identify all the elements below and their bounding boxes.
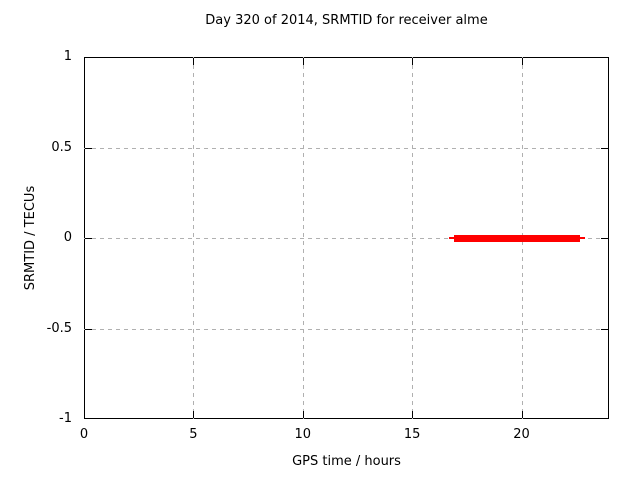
y-gridline: [84, 328, 609, 330]
y-tick-label: 0.5: [51, 139, 72, 155]
x-tick-top: [302, 58, 304, 65]
x-axis-label: GPS time / hours: [292, 454, 401, 469]
y-gridline: [84, 238, 609, 239]
y-tick-label: 1: [63, 49, 72, 64]
y-tick-left: [85, 238, 92, 239]
y-tick-right: [601, 238, 608, 239]
y-tick-left: [85, 147, 92, 149]
x-tick-top: [521, 58, 523, 65]
x-tick-label: 5: [189, 427, 198, 442]
y-tick-left: [85, 328, 92, 330]
x-tick-bottom: [193, 411, 195, 418]
x-tick-bottom: [412, 411, 414, 418]
y-tick-right: [601, 328, 608, 330]
y-tick-label: -0.5: [46, 320, 72, 336]
x-tick-label: 20: [513, 427, 530, 442]
series-line: [454, 234, 580, 242]
x-tick-label: 0: [79, 427, 89, 442]
y-tick-label: 0: [63, 230, 72, 245]
y-tick-label: -1: [59, 411, 72, 426]
x-tick-top: [193, 58, 195, 65]
chart-title: Day 320 of 2014, SRMTID for receiver alm…: [205, 13, 488, 28]
y-gridline: [84, 147, 609, 149]
x-tick-bottom: [302, 411, 304, 418]
x-tick-bottom: [521, 411, 523, 418]
x-tick-label: 10: [294, 427, 312, 442]
x-tick-top: [412, 58, 414, 65]
y-tick-right: [601, 147, 608, 149]
x-tick-label: 15: [403, 427, 421, 442]
